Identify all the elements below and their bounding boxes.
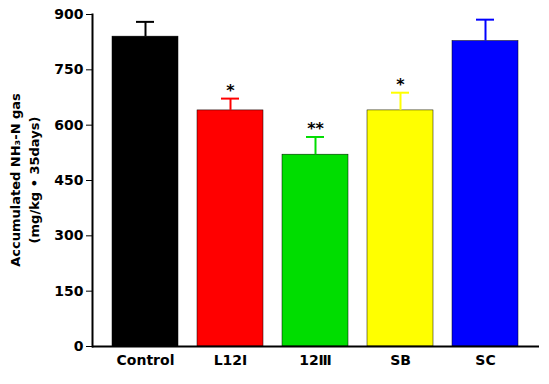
svg-text:*: * <box>226 81 235 100</box>
svg-text:150: 150 <box>54 283 83 299</box>
svg-text:L12Ⅰ: L12Ⅰ <box>214 352 248 368</box>
svg-text:**: ** <box>307 119 324 138</box>
svg-text:*: * <box>396 75 405 94</box>
svg-text:600: 600 <box>54 117 83 133</box>
svg-text:0: 0 <box>74 338 84 354</box>
svg-text:450: 450 <box>54 172 83 188</box>
svg-text:Accumulated NH₃-N gas: Accumulated NH₃-N gas <box>8 93 23 267</box>
svg-text:Control: Control <box>117 352 175 368</box>
svg-text:SC: SC <box>475 352 495 368</box>
svg-text:300: 300 <box>54 227 83 243</box>
svg-text:SB: SB <box>390 352 411 368</box>
svg-text:12Ⅲ: 12Ⅲ <box>299 352 332 368</box>
svg-text:900: 900 <box>54 6 83 22</box>
svg-text:(mg/kg • 35days): (mg/kg • 35days) <box>27 117 42 244</box>
svg-text:750: 750 <box>54 61 83 77</box>
